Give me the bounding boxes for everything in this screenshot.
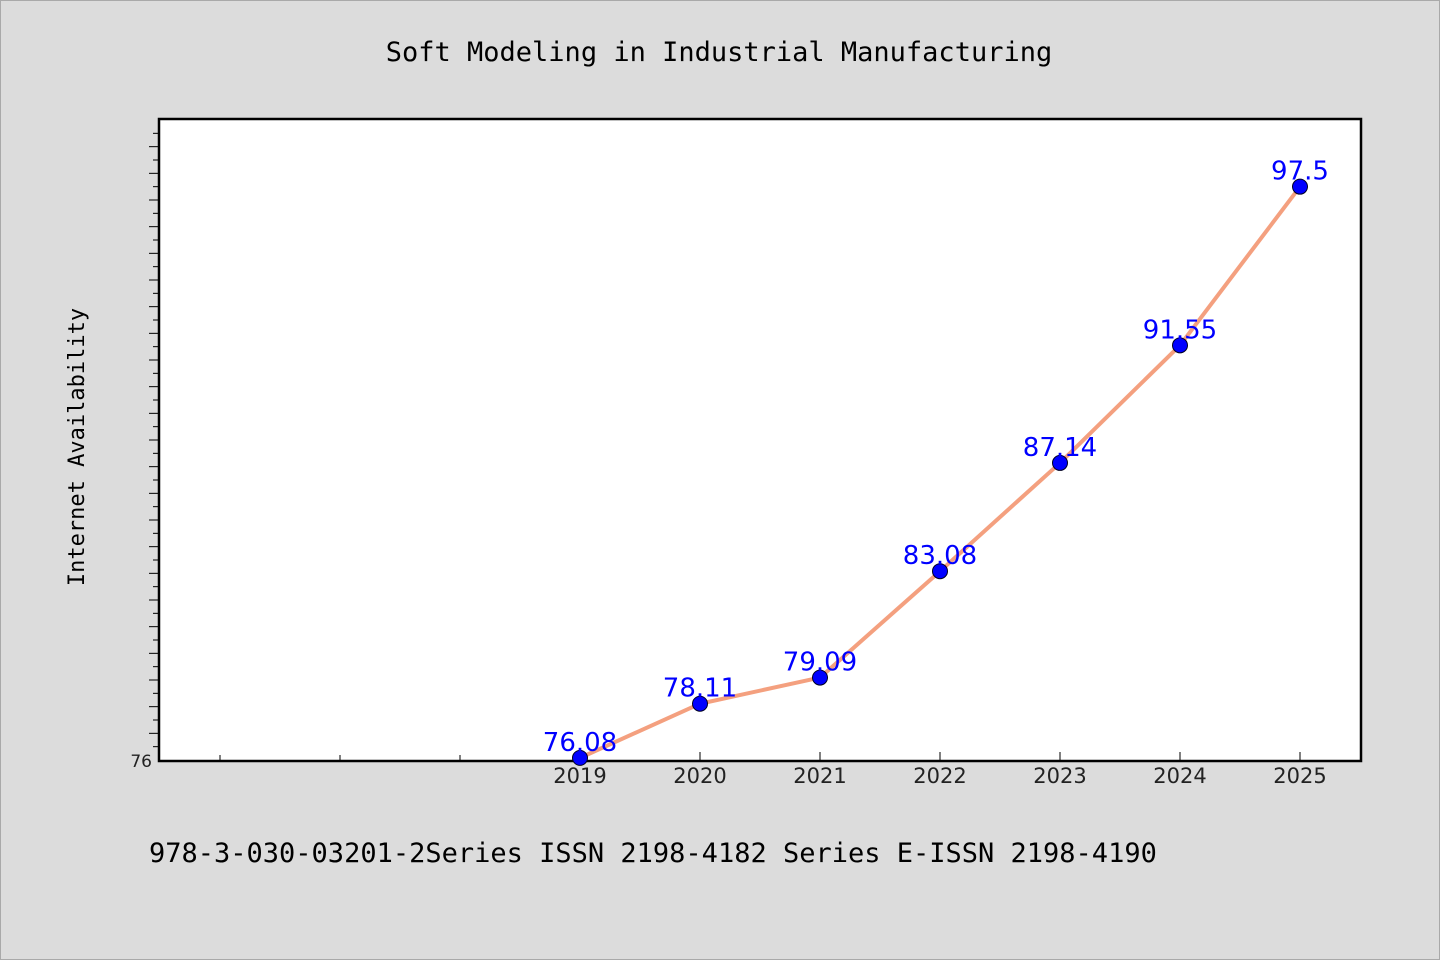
x-tick-label: 2019 (553, 764, 606, 788)
data-label: 76.08 (543, 728, 617, 758)
y-axis-label: Internet Availability (65, 308, 90, 586)
data-label: 78.11 (663, 674, 737, 704)
y-tick-label: 76 (130, 752, 152, 772)
x-tick-label: 2024 (1153, 764, 1206, 788)
y-axis-ticks (149, 132, 160, 748)
data-label: 83.08 (903, 541, 977, 571)
x-tick-label: 2022 (913, 764, 966, 788)
x-tick-label: 2020 (673, 764, 726, 788)
data-point (1172, 337, 1188, 354)
x-tick-label: 2025 (1273, 764, 1326, 788)
data-point (932, 563, 948, 580)
data-label: 87.14 (1023, 433, 1097, 463)
data-labels: 76.08 78.11 79.09 83.08 87.14 91.55 97.5 (543, 157, 1329, 758)
data-point (572, 749, 588, 766)
data-point (1292, 178, 1308, 195)
data-point (692, 695, 708, 712)
footer-text: 978-3-030-03201-2Series ISSN 2198-4182 S… (149, 838, 1157, 869)
data-label: 91.55 (1143, 315, 1217, 345)
x-axis-ticks: 2019 2020 2021 2022 2023 2024 2025 (219, 752, 1327, 788)
data-points (572, 178, 1308, 766)
data-point (1052, 454, 1068, 471)
data-label: 97.5 (1271, 157, 1329, 187)
plot-area (157, 117, 1363, 763)
x-tick-label: 2023 (1033, 764, 1086, 788)
data-label: 79.09 (783, 648, 857, 678)
data-point (812, 669, 828, 686)
chart-title: Soft Modeling in Industrial Manufacturin… (386, 37, 1052, 68)
x-tick-label: 2021 (793, 764, 846, 788)
